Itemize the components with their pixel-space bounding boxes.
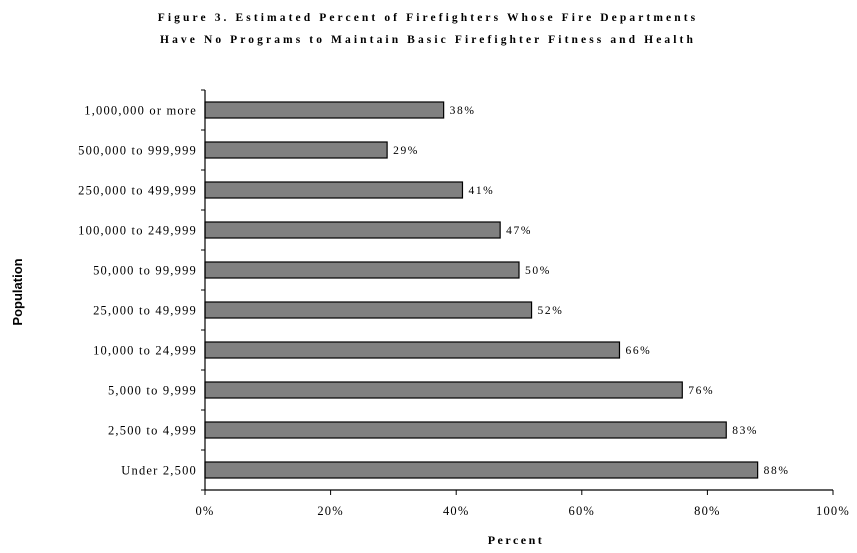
data-label: 88% <box>764 465 790 477</box>
x-tick-label: 40% <box>443 504 470 518</box>
category-label: 50,000 to 99,999 <box>93 264 197 278</box>
category-label: 100,000 to 249,999 <box>78 224 197 238</box>
bar <box>204 221 501 239</box>
category-label: 10,000 to 24,999 <box>93 344 197 358</box>
bar <box>204 381 683 399</box>
bar <box>204 261 520 279</box>
category-label: 2,500 to 4,999 <box>108 424 197 438</box>
data-label: 52% <box>538 305 564 317</box>
x-axis-title: Percent <box>488 533 545 547</box>
chart-title-line-2: Have No Programs to Maintain Basic Firef… <box>160 34 696 46</box>
x-tick-label: 60% <box>569 504 596 518</box>
bar <box>204 301 533 319</box>
category-label: 25,000 to 49,999 <box>93 304 197 318</box>
category-label: 500,000 to 999,999 <box>78 144 197 158</box>
x-tick-label: 100% <box>816 504 850 518</box>
bar <box>204 461 759 479</box>
x-tick-label: 0% <box>195 504 214 518</box>
x-tick-label: 80% <box>694 504 721 518</box>
chart-title-line-1: Figure 3. Estimated Percent of Firefight… <box>158 12 698 24</box>
bar <box>204 341 621 359</box>
data-label: 41% <box>468 185 494 197</box>
bar <box>204 101 445 119</box>
category-label: Under 2,500 <box>121 464 197 478</box>
category-label: 5,000 to 9,999 <box>108 384 197 398</box>
data-label: 29% <box>393 145 419 157</box>
category-label: 1,000,000 or more <box>84 104 197 118</box>
x-tick-label: 20% <box>317 504 344 518</box>
data-label: 38% <box>450 105 476 117</box>
data-label: 47% <box>506 225 532 237</box>
bar <box>204 421 727 439</box>
category-label: 250,000 to 499,999 <box>78 184 197 198</box>
bar <box>204 181 464 199</box>
chart-title: Figure 3. Estimated Percent of Firefight… <box>158 12 698 46</box>
data-label: 50% <box>525 265 551 277</box>
data-label: 83% <box>732 425 758 437</box>
plot-area: 1,000,000 or more 38% 500,000 to 999,999 29… <box>78 89 850 518</box>
data-label: 66% <box>625 345 651 357</box>
y-axis-title: Population <box>10 258 25 325</box>
bar <box>204 141 388 159</box>
data-label: 76% <box>688 385 714 397</box>
